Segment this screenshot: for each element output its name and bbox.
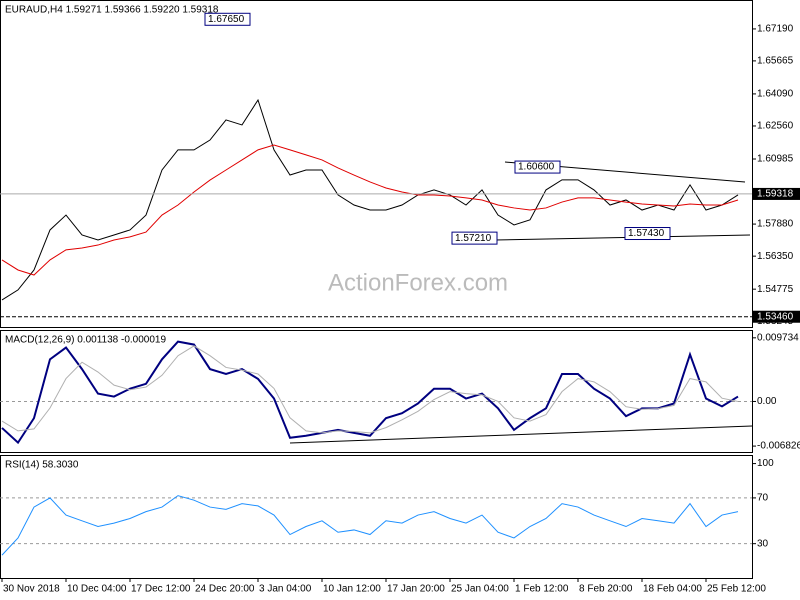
x-tick-label: 10 Dec 04:00: [67, 584, 127, 595]
price-box: [752, 310, 800, 323]
annotation-box: [624, 227, 671, 241]
annotation-label: 1.57210: [455, 233, 492, 244]
watermark: ActionForex.com: [328, 269, 508, 296]
annotation-label: 1.57430: [628, 228, 665, 239]
y-tick-label: 0.009734: [757, 332, 799, 343]
x-tick-label: 24 Dec 20:00: [195, 584, 255, 595]
annotation-box: [514, 160, 561, 174]
x-tick-label: 10 Jan 12:00: [323, 584, 381, 595]
y-tick-label: 1.60985: [757, 154, 794, 165]
trendline: [494, 234, 751, 241]
y-tick-label: 1.64090: [757, 89, 794, 100]
y-tick-label: 1.67190: [757, 24, 794, 35]
x-tick-label: 17 Dec 12:00: [131, 584, 191, 595]
y-tick-label: 100: [757, 458, 774, 469]
x-tick-label: 18 Feb 04:00: [643, 584, 702, 595]
x-tick-label: 1 Feb 12:00: [515, 584, 569, 595]
y-tick-label: 30: [757, 538, 769, 549]
series-line: [1, 98, 739, 301]
price-box: [752, 187, 800, 200]
main-panel: [0, 0, 753, 328]
annotation-label: 1.60600: [518, 162, 555, 173]
y-tick-label: 1.54775: [757, 284, 794, 295]
x-tick-label: 25 Jan 04:00: [451, 584, 509, 595]
series-line: [1, 345, 739, 434]
trendline: [289, 425, 753, 444]
y-tick-label: 0.00: [757, 396, 777, 407]
annotation-label: 1.67650: [208, 14, 245, 25]
x-tick-label: 8 Feb 20:00: [579, 584, 633, 595]
series-line: [1, 340, 739, 445]
panel-title: MACD(12,26,9) 0.001138 -0.000019: [5, 335, 166, 346]
panel-title: EURAUD,H4 1.59271 1.59366 1.59220 1.5931…: [5, 5, 219, 16]
x-tick-label: 3 Jan 04:00: [259, 584, 312, 595]
y-tick-label: 1.62560: [757, 121, 794, 132]
annotation-box: [451, 231, 498, 245]
x-tick-label: 30 Nov 2018: [3, 584, 60, 595]
y-tick-label: 1.65665: [757, 56, 794, 67]
price-level-label: 1.53460: [757, 311, 794, 322]
y-tick-label: 70: [757, 493, 769, 504]
series-line: [1, 144, 739, 276]
y-tick-label: 1.56350: [757, 251, 794, 262]
y-tick-label: -0.006826: [757, 441, 800, 452]
y-tick-label: 1.57880: [757, 219, 794, 230]
current-price-label: 1.59318: [757, 189, 794, 200]
x-tick-label: 17 Jan 20:00: [387, 584, 445, 595]
panel-title: RSI(14) 58.3030: [5, 460, 79, 471]
x-tick-label: 25 Feb 12:00: [707, 584, 766, 595]
macd-panel: [0, 330, 753, 453]
annotation-box: [204, 12, 251, 26]
rsi-panel: [0, 455, 753, 579]
series-line: [1, 495, 739, 556]
